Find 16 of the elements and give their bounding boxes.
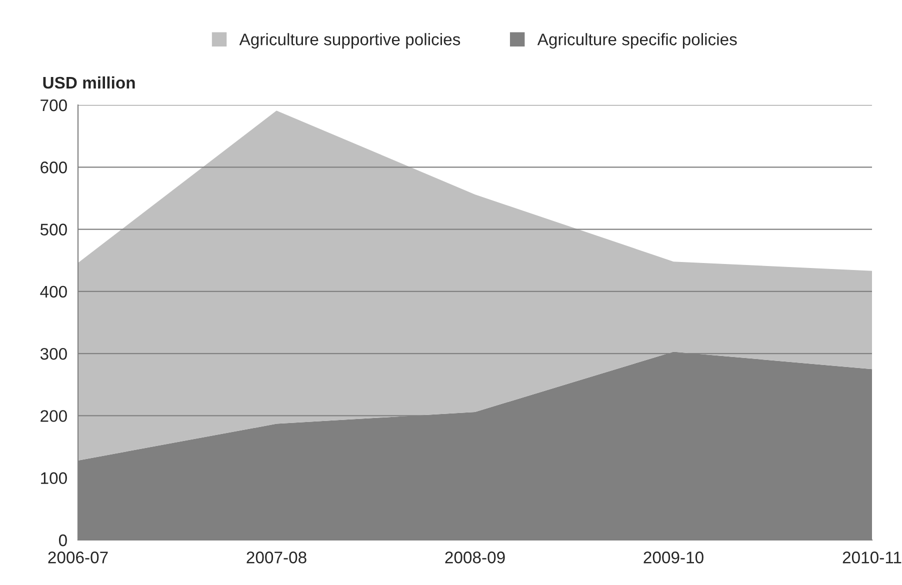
y-tick-label: 500 <box>40 224 67 236</box>
y-tick-label: 200 <box>40 410 67 422</box>
legend-label: Agriculture specific policies <box>537 33 737 49</box>
x-tick-label: 2008-09 <box>445 552 505 564</box>
y-tick-label: 600 <box>40 162 67 174</box>
y-tick-label: 700 <box>40 99 67 112</box>
legend-label: Agriculture supportive policies <box>239 33 460 49</box>
x-tick-label: 2007-08 <box>246 552 306 564</box>
y-tick-label: 100 <box>41 472 67 484</box>
y-tick-label: 0 <box>58 534 67 546</box>
x-tick-label: 2006-07 <box>48 552 108 564</box>
y-tick-label: 400 <box>40 286 67 298</box>
y-tick-label: 300 <box>40 348 67 360</box>
y-axis-title: USD million <box>43 76 135 89</box>
x-tick-label: 2010-11 <box>842 552 902 564</box>
x-tick-label: 2009-10 <box>644 552 704 564</box>
